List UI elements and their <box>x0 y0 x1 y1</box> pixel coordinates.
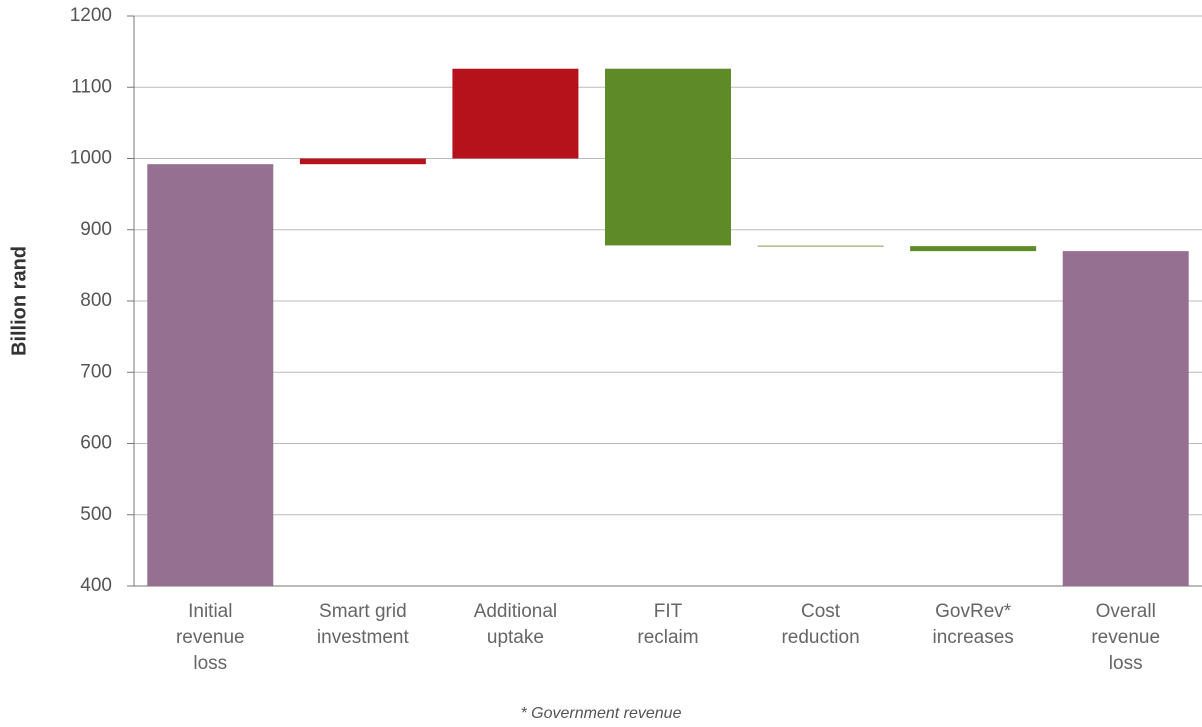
y-tick-label: 800 <box>80 290 112 311</box>
bar <box>147 164 274 586</box>
x-tick-label: Smart grid investment <box>316 601 409 648</box>
x-tick-label: GovRev* increases <box>932 601 1014 648</box>
y-tick-label: 1000 <box>70 148 112 169</box>
y-tick-label: 400 <box>80 575 112 596</box>
bar <box>452 68 579 159</box>
bar <box>299 158 426 165</box>
bar <box>1062 251 1189 586</box>
y-tick-label: 1200 <box>70 5 112 26</box>
bar <box>757 245 884 247</box>
y-tick-label: 900 <box>80 219 112 240</box>
x-tick-label: Initial revenue loss <box>175 601 245 674</box>
x-tick-label: FIT reclaim <box>637 601 699 648</box>
y-tick-label: 1100 <box>71 76 112 97</box>
footnote: * Government revenue <box>520 705 682 722</box>
y-axis-title: Billion rand <box>8 246 30 356</box>
y-tick-label: 700 <box>80 361 112 382</box>
x-tick-label: Additional uptake <box>473 601 558 648</box>
x-tick-label: Cost reduction <box>781 601 860 648</box>
y-tick-label: 600 <box>80 433 112 454</box>
bar <box>605 68 731 246</box>
bar <box>910 246 1037 252</box>
y-tick-label: 500 <box>80 504 112 525</box>
x-tick-label: Overall revenue loss <box>1091 601 1161 674</box>
